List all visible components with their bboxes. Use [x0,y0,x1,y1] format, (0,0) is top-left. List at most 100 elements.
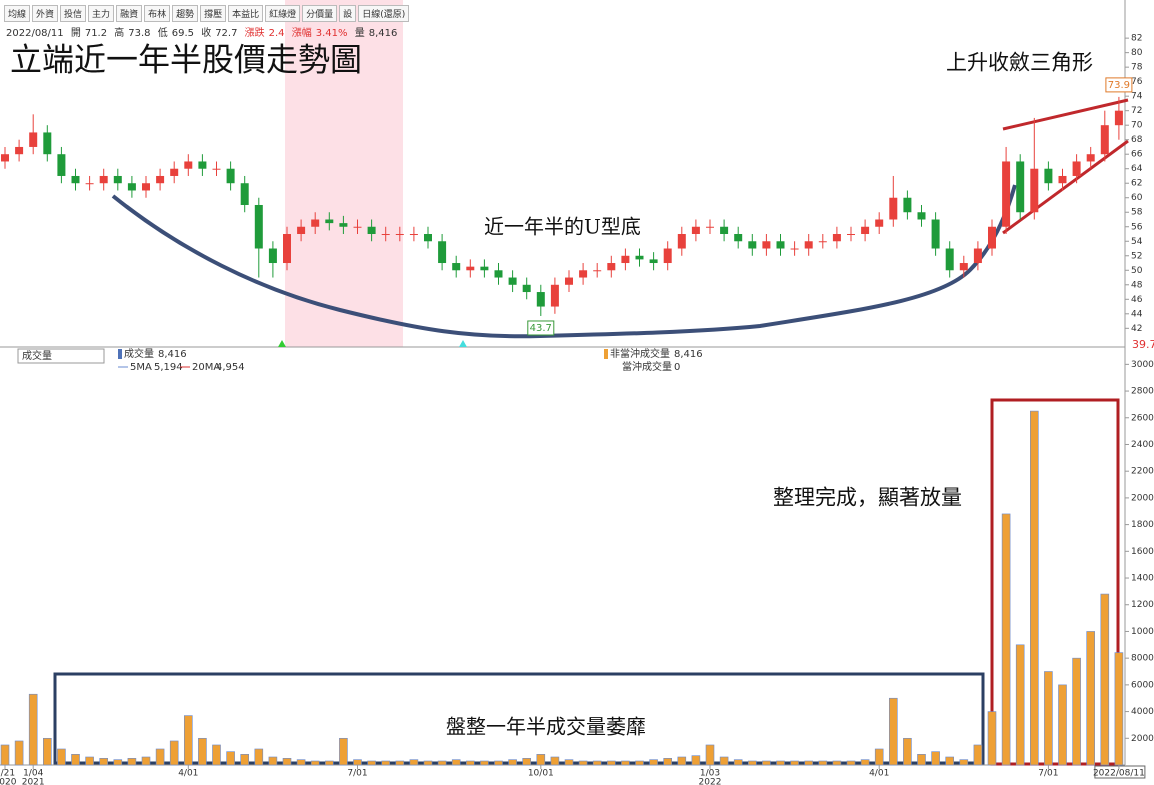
candle-body [409,234,418,236]
toolbar-button[interactable]: 均線 [4,5,31,22]
toolbar-button[interactable]: 投信 [60,5,87,22]
volume-bar [0,744,10,766]
toolbar-button[interactable]: 趨勢 [172,5,199,22]
volume-bar [296,759,306,766]
volume-bar [85,756,94,766]
volume-bar [184,715,193,766]
volume-bar [240,754,249,766]
candle-body [903,197,912,213]
candle-body [254,204,263,249]
volume-bar [395,760,405,766]
toolbar-button[interactable]: 日線(還原) [358,5,410,22]
x-tick-label: 2022/08/11 [1093,769,1145,779]
candle-body [579,270,588,278]
volume-bar [522,758,532,766]
volume-bar [268,756,278,766]
volume-bar [42,737,52,766]
volume-bar [254,748,264,766]
y-tick-label: 24000 [1131,440,1154,450]
y-tick-label: 16000 [1131,547,1154,557]
volume-bar [99,758,108,766]
volume-bar [465,760,475,766]
candle-body [71,175,80,184]
value: 8,416 [368,28,398,39]
selector-text[interactable]: 成交量 [22,349,52,362]
toolbar-button[interactable]: 紅綠燈 [265,5,301,22]
candle-body [381,234,390,236]
candle-body [268,248,277,264]
candle-body [565,277,573,285]
candle-body [550,284,559,307]
candle-body [113,175,122,184]
volume-bar [1015,644,1025,766]
x-tick-label: 1/04 [23,769,43,779]
y-tick-label: 48 [1131,280,1143,290]
label: 低 [157,28,168,39]
candle-body [945,248,954,271]
toolbar-button[interactable]: 撐壓 [200,5,227,22]
candle-body [635,255,644,260]
y-tick-label: 2000 [1131,734,1154,744]
candle-body [142,183,150,191]
candle-body [917,212,926,220]
volume-bar [747,760,757,766]
toolbar: 均線 外資 投信 主力 融資 布林 趨勢 撐壓 本益比 紅綠燈 分價量設日線(還原) [4,5,410,22]
x-tick-label: 1/03 [700,769,720,779]
candle-body [720,226,729,235]
y-tick-label: 82 [1131,34,1142,44]
volume-bar [113,759,123,766]
candle-body [367,226,376,235]
value: 72.7 [215,28,238,39]
candle-body [43,132,52,155]
candle-body [494,270,503,278]
toolbar-button[interactable]: 融資 [116,5,143,22]
y-tick-label: 30000 [1131,360,1154,370]
volume-bar [649,759,658,766]
candle-body [15,146,24,155]
y-tick-label: 76 [1131,77,1143,87]
legend-value: 4,954 [216,362,245,373]
candle-body [339,223,348,227]
volume-bar [931,751,940,766]
toolbar-button[interactable]: 外資 [32,5,59,22]
candle-body [621,255,630,264]
y-tick-label: 42 [1131,324,1142,334]
volume-bar [508,759,517,766]
candle-body [1072,161,1081,176]
candle-body [1044,168,1053,184]
volume-bar [367,760,376,766]
volume-bar [141,756,151,766]
y-tick-label: 18000 [1131,520,1154,530]
y-tick-label: 46 [1131,295,1143,305]
y-tick-label: 70 [1131,121,1143,131]
y-tick-label: 20000 [1131,493,1154,503]
y-tick-label: 74 [1131,92,1143,102]
chart-title: 立端近一年半股價走勢圖 [10,41,362,79]
volume-bar [423,760,433,766]
volume-bar [874,748,884,766]
selector[interactable] [17,348,105,364]
candle-body [1086,154,1095,162]
y-tick-label: 62 [1131,179,1142,189]
marker [278,340,286,347]
volume-bar [226,751,235,766]
min-marker: 39.7 [1132,338,1154,351]
label: 開 [70,28,81,39]
toolbar-button[interactable]: 主力 [88,5,115,22]
x-year-label: 2021 [22,778,45,785]
candle-body [395,234,404,236]
candle-body [804,241,813,249]
y-tick-label: 26000 [1131,413,1154,423]
toolbar-button[interactable]: 布林 [144,5,171,22]
y-tick-label: 44 [1131,309,1143,319]
candle-body [536,292,545,307]
candle-body [85,183,94,185]
candle-body [99,175,108,184]
toolbar-button[interactable]: 分價量 [302,5,338,22]
toolbar-button[interactable]: 本益比 [228,5,264,22]
x-tick-label: 4/01 [869,769,889,779]
y-tick-label: 58 [1131,208,1143,218]
toolbar-button[interactable]: 設 [339,5,357,22]
label: 量 [354,28,365,39]
